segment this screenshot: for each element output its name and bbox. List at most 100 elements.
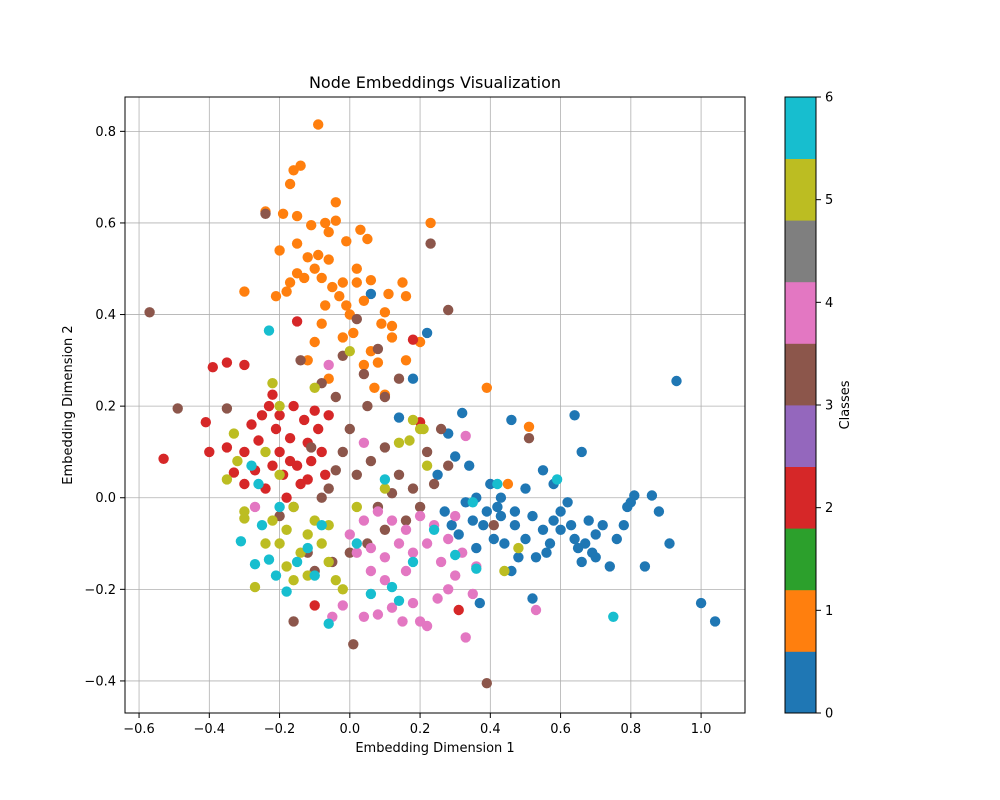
point-class-3 [144, 307, 155, 318]
point-class-2 [284, 433, 296, 444]
colorbar-segment [785, 589, 816, 652]
point-class-0 [695, 597, 707, 609]
colorbar-tick-label: 2 [825, 501, 833, 516]
point-class-6 [302, 542, 313, 554]
point-class-0 [393, 412, 405, 423]
point-class-5 [404, 435, 415, 446]
colorbar-tick-label: 5 [825, 193, 833, 208]
x-axis-label: Embedding Dimension 1 [355, 741, 514, 756]
point-class-1 [291, 210, 303, 222]
point-class-1 [358, 295, 370, 306]
point-class-6 [492, 478, 503, 490]
point-class-1 [341, 236, 352, 247]
point-class-6 [249, 559, 261, 570]
point-class-2 [263, 400, 275, 412]
x-tick-label: −0.6 [123, 722, 155, 737]
point-class-0 [671, 375, 682, 387]
point-class-0 [527, 593, 538, 604]
point-class-1 [274, 245, 285, 256]
point-class-5 [221, 474, 233, 485]
point-class-4 [460, 430, 471, 442]
x-tick-label: 0.4 [480, 722, 501, 737]
point-class-4 [414, 510, 426, 522]
point-class-1 [362, 233, 373, 245]
point-class-0 [478, 520, 489, 531]
point-class-5 [330, 575, 341, 586]
point-class-3 [362, 400, 373, 412]
point-class-2 [239, 446, 250, 458]
point-class-5 [337, 584, 348, 595]
point-class-3 [348, 639, 359, 650]
point-class-1 [386, 320, 398, 332]
point-class-1 [372, 357, 384, 368]
point-class-3 [379, 391, 391, 403]
point-class-5 [249, 581, 261, 593]
point-class-6 [467, 497, 478, 508]
point-class-1 [320, 217, 331, 229]
point-class-4 [432, 593, 443, 604]
point-class-6 [608, 611, 619, 622]
point-class-1 [330, 215, 341, 226]
point-class-0 [446, 520, 457, 531]
x-tick-label: −0.4 [194, 722, 226, 737]
y-tick-label: 0.2 [95, 400, 116, 415]
point-class-5 [260, 538, 271, 549]
point-class-1 [481, 382, 492, 393]
colorbar-segment [785, 651, 816, 714]
point-class-5 [309, 382, 320, 393]
point-class-2 [239, 359, 250, 371]
point-class-1 [341, 300, 352, 311]
point-class-3 [351, 469, 362, 480]
point-class-1 [270, 291, 282, 302]
point-class-4 [337, 600, 348, 611]
point-class-0 [576, 556, 587, 568]
colorbar: 0 1 2 3 4 5 6 [784, 91, 833, 722]
point-class-6 [235, 536, 247, 547]
point-class-4 [358, 611, 370, 622]
point-class-2 [299, 414, 310, 426]
point-class-1 [400, 291, 412, 302]
point-class-6 [386, 581, 398, 593]
point-class-3 [379, 524, 391, 535]
point-class-0 [569, 410, 580, 421]
y-tick-label: −0.4 [84, 674, 116, 689]
point-class-1 [337, 332, 348, 343]
point-class-2 [267, 389, 278, 400]
plot-frame [124, 96, 746, 714]
colorbar-segment [785, 97, 816, 159]
y-tick-label: 0.8 [95, 125, 116, 140]
point-class-0 [509, 506, 521, 517]
point-class-0 [604, 561, 615, 572]
point-class-4 [435, 556, 447, 568]
point-class-4 [372, 609, 384, 620]
point-class-4 [379, 575, 391, 586]
point-class-1 [383, 288, 394, 300]
point-class-0 [450, 451, 461, 462]
point-class-0 [474, 597, 485, 609]
point-class-0 [495, 492, 507, 503]
point-class-1 [277, 208, 289, 219]
colorbar-segment [785, 158, 816, 221]
point-class-6 [274, 501, 285, 513]
point-class-0 [544, 538, 556, 549]
point-class-2 [407, 334, 419, 345]
point-class-0 [562, 497, 573, 508]
point-class-0 [527, 510, 538, 522]
point-class-0 [576, 446, 587, 458]
point-class-0 [618, 520, 629, 531]
point-class-0 [481, 506, 492, 517]
colorbar-segment [785, 405, 816, 467]
y-tick-label: −0.2 [84, 583, 116, 598]
point-class-1 [309, 336, 320, 348]
point-class-4 [414, 616, 426, 627]
point-class-0 [611, 533, 622, 545]
point-class-0 [537, 524, 549, 535]
colorbar-tick-label: 6 [825, 91, 833, 106]
point-class-3 [425, 238, 436, 249]
x-axis-ticks: −0.6 −0.4 −0.2 0.0 0.2 0.4 0.6 0.8 1.0 [123, 713, 711, 737]
point-class-0 [590, 552, 601, 563]
point-class-0 [509, 520, 521, 531]
point-class-0 [439, 506, 450, 517]
point-class-2 [309, 405, 320, 416]
point-class-3 [358, 368, 370, 380]
